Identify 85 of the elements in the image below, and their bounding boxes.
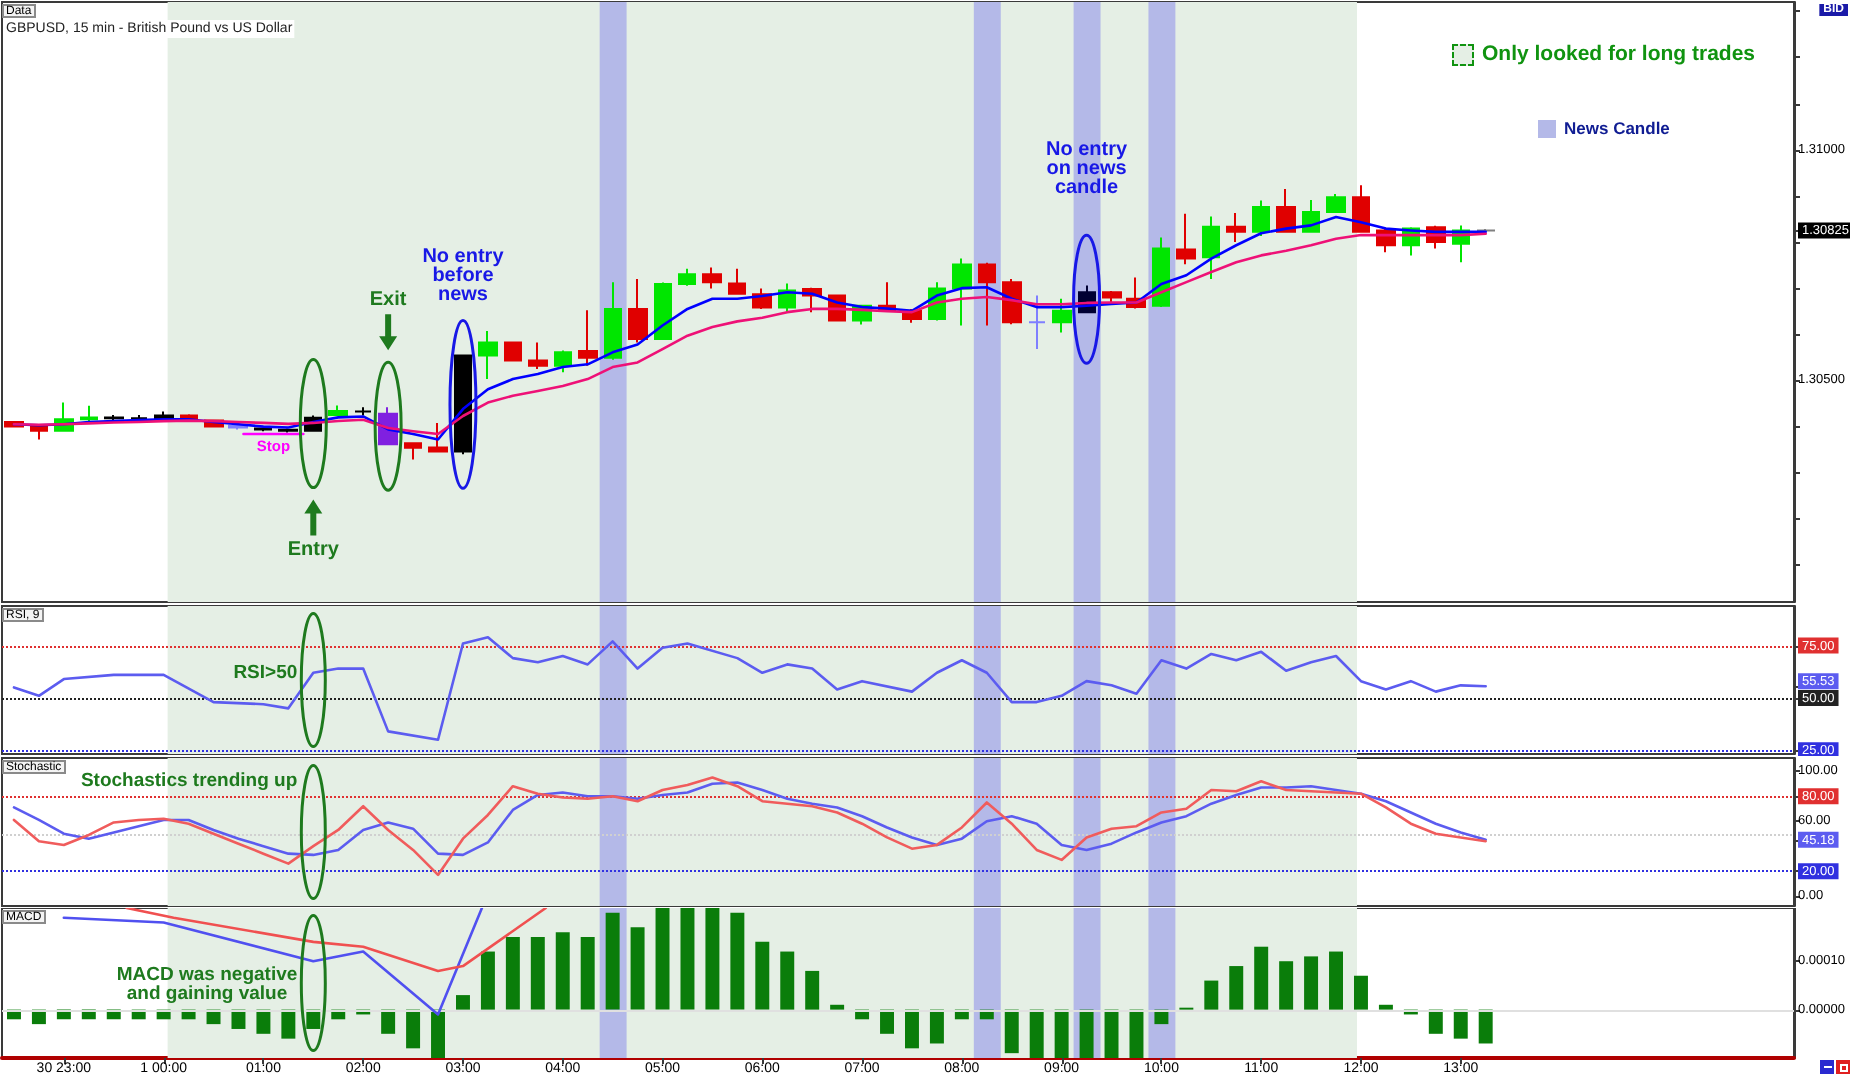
bar	[605, 912, 620, 1010]
candlestick	[278, 427, 298, 434]
bar	[1478, 1009, 1493, 1044]
bar	[256, 1009, 271, 1034]
candlestick	[1102, 289, 1122, 304]
bar	[406, 1009, 421, 1049]
bar	[1054, 1009, 1069, 1058]
candlestick	[528, 341, 548, 370]
candlestick	[678, 267, 696, 287]
annotation: RSI>50	[233, 661, 298, 684]
candlestick	[1326, 193, 1346, 214]
line-series	[12, 635, 1487, 742]
candlestick	[628, 277, 648, 344]
bar	[755, 941, 770, 1010]
bar	[505, 937, 520, 1010]
candlestick	[454, 353, 472, 456]
candlestick	[354, 406, 372, 417]
annotation: Stochastics trending up	[80, 769, 298, 792]
candlestick	[1352, 184, 1370, 234]
bar	[1204, 980, 1219, 1010]
candlestick	[478, 330, 498, 381]
bar	[1279, 961, 1294, 1010]
bar	[480, 951, 495, 1010]
bar	[630, 927, 645, 1010]
bar	[1254, 946, 1269, 1010]
bar	[1329, 951, 1344, 1010]
candlestick	[104, 414, 124, 423]
bar	[730, 912, 745, 1010]
annotation: No entry before news	[422, 246, 505, 307]
bar	[1129, 1009, 1144, 1058]
candlestick	[952, 257, 972, 327]
candlestick	[504, 340, 522, 363]
candlestick	[30, 423, 48, 441]
bar	[281, 1009, 296, 1039]
candlestick	[578, 309, 598, 367]
bar	[530, 937, 545, 1010]
candlestick	[654, 281, 672, 341]
candlestick	[1226, 211, 1246, 243]
bar	[1353, 975, 1368, 1010]
candlestick	[1202, 215, 1220, 280]
candlestick	[404, 441, 422, 461]
candlestick	[1176, 212, 1196, 266]
candlestick	[1252, 199, 1270, 237]
annotation: Only looked for long trades	[1482, 42, 1756, 66]
bar	[1428, 1009, 1443, 1034]
bar	[929, 1009, 944, 1044]
candlestick	[328, 404, 348, 417]
bar	[1004, 1009, 1019, 1054]
bar	[655, 908, 670, 1010]
annotation: No entry on news candle	[1046, 138, 1129, 199]
annotation: Entry	[287, 538, 340, 561]
bar	[381, 1009, 396, 1034]
bar	[1229, 966, 1244, 1010]
candlestick	[728, 267, 746, 296]
bar	[830, 1004, 845, 1010]
bar	[580, 937, 595, 1010]
bar	[1029, 1009, 1044, 1058]
candlestick	[1052, 297, 1072, 334]
bar	[805, 970, 820, 1010]
bar	[705, 908, 720, 1010]
annotation: News Candle	[1564, 118, 1671, 138]
bar	[1104, 1009, 1119, 1058]
bar	[555, 932, 570, 1010]
annotation: MACD was negative and gaining value	[116, 964, 298, 1006]
candlestick	[978, 261, 996, 327]
line-series	[12, 776, 1487, 877]
bar	[1079, 1009, 1094, 1058]
bar	[904, 1009, 919, 1049]
bar	[1304, 956, 1319, 1010]
bar	[431, 1009, 446, 1058]
candlestick	[554, 349, 572, 374]
annotation: Exit	[369, 289, 408, 312]
bar	[680, 908, 695, 1010]
bar	[780, 951, 795, 1010]
candlestick	[80, 404, 98, 423]
candlestick	[1276, 187, 1296, 234]
candlestick	[228, 423, 248, 431]
bar	[1453, 1009, 1468, 1039]
candlestick	[604, 281, 622, 361]
line-series	[62, 908, 484, 1016]
bar	[880, 1009, 895, 1034]
candlestick	[702, 266, 722, 290]
bar	[1378, 1004, 1393, 1010]
bar	[455, 995, 470, 1010]
candlestick	[1028, 294, 1046, 351]
